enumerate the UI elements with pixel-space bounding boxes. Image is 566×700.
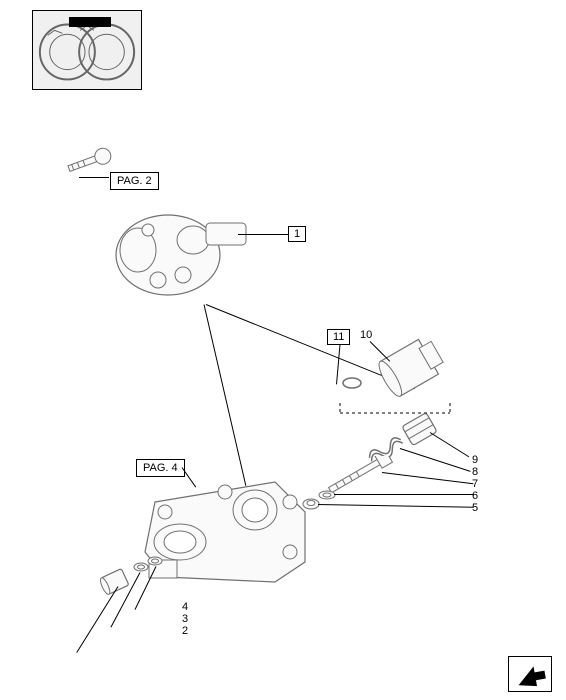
part-pump-lower <box>125 462 325 602</box>
callout-9: 9 <box>472 454 478 466</box>
callout-num: 2 <box>182 625 188 637</box>
leader <box>79 177 109 178</box>
nav-icon-box[interactable] <box>508 656 552 692</box>
leader <box>238 234 288 235</box>
page-ref-label: PAG. 2 <box>117 175 152 187</box>
callout-4: 4 <box>182 601 188 613</box>
callout-num: 4 <box>182 601 188 613</box>
callout-10: 10 <box>360 329 372 341</box>
callout-num: 11 <box>333 331 344 343</box>
part-screw <box>60 144 120 180</box>
callout-3: 3 <box>182 613 188 625</box>
leader <box>318 504 474 508</box>
callout-num: 5 <box>472 502 478 514</box>
callout-num: 6 <box>472 490 478 502</box>
part-fitting <box>368 328 458 408</box>
callout-num: 10 <box>360 329 372 341</box>
part-stem <box>320 456 400 492</box>
connector-line <box>204 304 247 485</box>
redacted-label <box>69 17 111 27</box>
callout-2: 2 <box>182 625 188 637</box>
context-thumbnail <box>32 10 142 90</box>
callout-num: 8 <box>472 466 478 478</box>
callout-num: 3 <box>182 613 188 625</box>
leader <box>334 494 474 495</box>
callout-8: 8 <box>472 466 478 478</box>
callout-5: 5 <box>472 502 478 514</box>
callout-6: 6 <box>472 490 478 502</box>
arrow-icon <box>509 657 553 693</box>
leader <box>76 586 118 653</box>
part-pump-upper <box>98 195 258 315</box>
callout-11: 11 <box>327 329 350 345</box>
part-oring <box>340 375 364 391</box>
callout-1: 1 <box>288 226 306 242</box>
callout-num: 9 <box>472 454 478 466</box>
callout-num: 1 <box>294 228 300 240</box>
